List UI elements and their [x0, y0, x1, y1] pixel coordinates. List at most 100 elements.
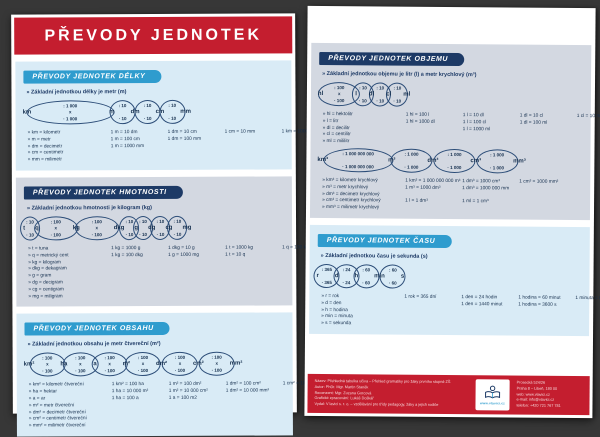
section-obsahu-panel: PŘEVODY JEDNOTEK OBSAHU» Základní jednot…: [16, 313, 293, 437]
left-study-card: PŘEVODY JEDNOTEK PŘEVODY JEDNOTEK DÉLKY»…: [11, 13, 297, 413]
legend-column: » t = tuna» q = metrický cent» kg = kilo…: [28, 246, 104, 301]
unit-label: dg: [148, 225, 155, 231]
publisher-footer-band: Název: Přehledná tabulka učiva – Přehled…: [307, 374, 589, 415]
footer-credits: Název: Přehledná tabulka učiva – Přehled…: [314, 379, 468, 409]
conversion-line: 1 l = 1 dm³: [405, 199, 455, 206]
conversion-line: 1 t = 10 q: [225, 252, 275, 259]
divide-factor: : 100: [334, 85, 344, 90]
footer-contact-line: telefon: +420 721 767 781: [516, 404, 582, 410]
unit-label: dl: [369, 91, 374, 97]
divide-factor: : 10: [125, 219, 133, 224]
times-mark: x: [79, 364, 82, 366]
multiply-factor: · 1 000: [447, 165, 461, 170]
unit-label: cm³: [470, 158, 481, 164]
multiply-factor: · 10: [119, 116, 127, 121]
divide-factor: : 365: [322, 267, 332, 272]
unit-label: m³: [388, 157, 395, 163]
unit-label: hl: [318, 91, 323, 97]
conversion-column: 1 minuta = 60 sekund: [575, 296, 600, 303]
conversion-line: 1 l = 1000 ml: [463, 127, 513, 134]
conversion-line: 1 dm³ = 1000 000 mm: [462, 186, 512, 193]
unit-label: q: [35, 225, 39, 231]
unit-label: cm: [156, 109, 165, 115]
section-hmotnosti-panel: PŘEVODY JEDNOTEK HMOTNOSTI» Základní jed…: [16, 176, 293, 307]
conversion-line: 1 ha = 100 a: [112, 396, 162, 403]
legend-item: » m³ = metr krychlový: [322, 185, 398, 192]
divide-factor: : 10: [144, 103, 152, 108]
conversion-columns: » r = rok» d = den» h = hodina» min = mi…: [321, 294, 584, 330]
unit-label: cm²: [193, 361, 204, 367]
conversion-columns: » km³ = kilometr krychlový» m³ = metr kr…: [322, 178, 585, 214]
conversion-line: 1 a = 100 m2: [169, 396, 219, 403]
unit-label: dm²: [156, 361, 167, 367]
legend-item: » mm² = milimetr čtvereční: [29, 423, 105, 430]
divide-factor: : 60: [389, 267, 397, 272]
conversion-line: 1 dm² = 10 000 mm²: [226, 389, 276, 396]
conversion-line: 1 cm = 10 mm: [225, 129, 275, 136]
multiply-factor: · 100: [334, 98, 344, 103]
unit-label: mg: [182, 225, 191, 231]
unit-label: r: [316, 273, 318, 279]
multiply-factor: · 60: [362, 280, 370, 285]
divide-factor: : 1 000: [490, 152, 504, 157]
divide-factor: : 10: [168, 103, 176, 108]
right-sections-container: PŘEVODY JEDNOTEK OBJEMU» Základní jednot…: [305, 43, 595, 336]
multiply-factor: · 10: [359, 98, 367, 103]
conversion-column: 1 rok = 365 dní: [404, 295, 454, 302]
unit-label: cl: [386, 91, 391, 97]
conversion-columns: » t = tuna» q = metrický cent» kg = kilo…: [28, 245, 287, 301]
conversion-line: 1 rok = 365 dní: [404, 295, 454, 302]
conversion-line: 1 hl = 1000 dl: [406, 119, 456, 126]
divide-factor: : 100: [175, 355, 185, 360]
conversion-columns: » km² = kilometr čtvereční» ha = hektar»…: [29, 382, 288, 431]
unit-label: m: [109, 109, 114, 115]
unit-label: t: [23, 226, 25, 232]
times-mark: x: [69, 111, 72, 113]
right-study-card: PŘEVODY JEDNOTEK OBJEMU» Základní jednot…: [304, 6, 595, 418]
photo-of-study-cards: { "poster": { "main_title": "PŘEVODY JED…: [0, 0, 600, 425]
right-page-top-margin: [307, 6, 595, 38]
multiply-factor: · 100: [105, 369, 115, 374]
conversion-columns: » hl = hektolitr» l = litr» dl = decilit…: [323, 112, 586, 148]
left-sections-container: PŘEVODY JEDNOTEK DÉLKY» Základní jednotk…: [11, 60, 297, 436]
divide-factor: : 10: [26, 220, 34, 225]
divide-factor: : 10: [119, 103, 127, 108]
multiply-factor: · 10: [139, 232, 147, 237]
legend-item: » s = sekunda: [321, 321, 397, 328]
logo-url-text: www.vlavici.cz: [480, 401, 505, 405]
multiply-factor: · 100: [175, 368, 185, 373]
legend-item: » mm = milimetr: [28, 157, 104, 164]
unit-label: km: [23, 110, 32, 116]
multiply-factor: · 100: [75, 369, 85, 374]
conversion-line: 1 hodina = 3600 s: [518, 302, 568, 309]
section-intro-objemu: » Základní jednotkou objemu je litr (l) …: [322, 71, 586, 79]
conversion-line: 1 dl = 100 ml: [520, 120, 570, 127]
section-header-pill-hmotnosti: PŘEVODY JEDNOTEK HMOTNOSTI: [24, 186, 183, 200]
times-mark: x: [215, 363, 218, 365]
conversion-line: 1 minuta = 60 sekund: [575, 296, 600, 303]
multiply-factor: · 100: [212, 368, 222, 373]
multiply-factor: · 10: [26, 233, 34, 238]
times-mark: x: [108, 364, 111, 366]
section-delky-panel: PŘEVODY JEDNOTEK DÉLKY» Základní jednotk…: [15, 60, 291, 170]
unit-label: s: [401, 274, 404, 280]
multiply-factor: · 10: [144, 116, 152, 121]
